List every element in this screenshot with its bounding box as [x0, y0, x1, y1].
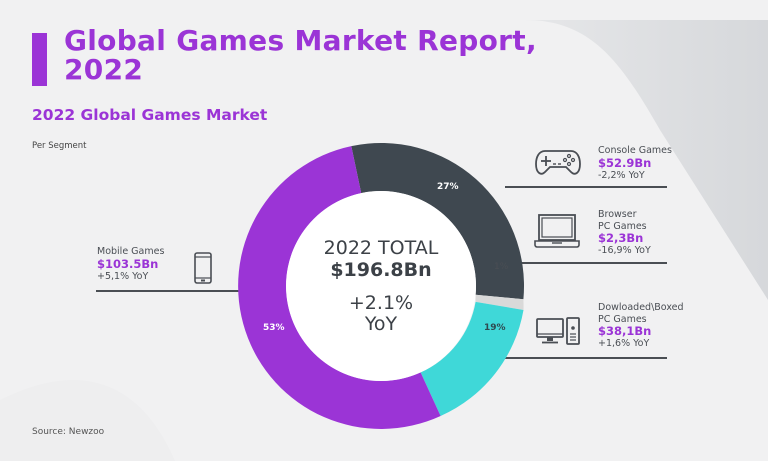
desktop-pc-icon	[536, 317, 580, 345]
segment-yoy: +1,6% YoY	[598, 338, 650, 349]
pct-label-pc: 19%	[484, 323, 506, 333]
segment-value: $38,1Bn	[598, 324, 652, 338]
pct-label-console: 27%	[437, 182, 459, 192]
pct-label-mobile: 53%	[263, 323, 285, 333]
segment-yoy: +5,1% YoY	[97, 270, 149, 282]
segment-console	[351, 142, 525, 300]
segment-name: Browser	[598, 209, 637, 220]
leader-line-mobile	[96, 290, 240, 292]
segment-value: $52.9Bn	[598, 155, 652, 170]
chart-subtitle: 2022 Global Games Market	[32, 106, 268, 124]
title-line-1: Global Games Market Report,	[64, 24, 537, 57]
title-line-2: 2022	[64, 53, 144, 86]
segment-pc	[420, 301, 524, 416]
leader-line-browser	[521, 262, 667, 264]
legend-pc: Dowloaded\Boxed PC Games $38,1Bn +1,6% Y…	[598, 302, 684, 350]
legend-mobile: Mobile Games $103.5Bn +5,1% YoY	[97, 246, 164, 282]
segment-name: Dowloaded\Boxed	[598, 302, 684, 313]
laptop-icon	[534, 214, 580, 248]
segment-name: Mobile Games	[97, 246, 165, 257]
per-segment-label: Per Segment	[32, 141, 87, 151]
segment-value: $2,3Bn	[598, 231, 644, 245]
total-growth: +2.1%	[348, 292, 414, 314]
segment-yoy: -16,9% YoY	[598, 245, 651, 256]
smartphone-icon	[194, 252, 212, 284]
segment-browser	[475, 294, 524, 310]
pct-label-browser: 1%	[494, 262, 509, 272]
segment-name: Console Games	[598, 145, 672, 156]
page-title: Global Games Market Report, 2022	[64, 26, 537, 84]
legend-browser: Browser PC Games $2,3Bn -16,9% YoY	[598, 209, 651, 257]
segment-name-line2: PC Games	[598, 220, 647, 232]
segment-value: $103.5Bn	[97, 256, 159, 271]
legend-console: Console Games $52.9Bn -2,2% YoY	[598, 145, 672, 181]
total-label: 2022 TOTAL	[323, 237, 439, 259]
donut-center: 2022 TOTAL $196.8Bn +2.1% YoY	[286, 238, 476, 335]
segment-name-line2: PC Games	[598, 313, 647, 325]
segment-mobile	[238, 146, 441, 429]
leader-line-console	[505, 186, 667, 188]
total-growth-unit: YoY	[364, 313, 398, 335]
total-value: $196.8Bn	[330, 259, 432, 281]
gamepad-icon	[535, 150, 581, 175]
title-accent-bar	[32, 33, 47, 86]
segment-yoy: -2,2% YoY	[598, 169, 645, 181]
source-note: Source: Newzoo	[32, 427, 105, 437]
leader-line-pc	[505, 357, 667, 359]
